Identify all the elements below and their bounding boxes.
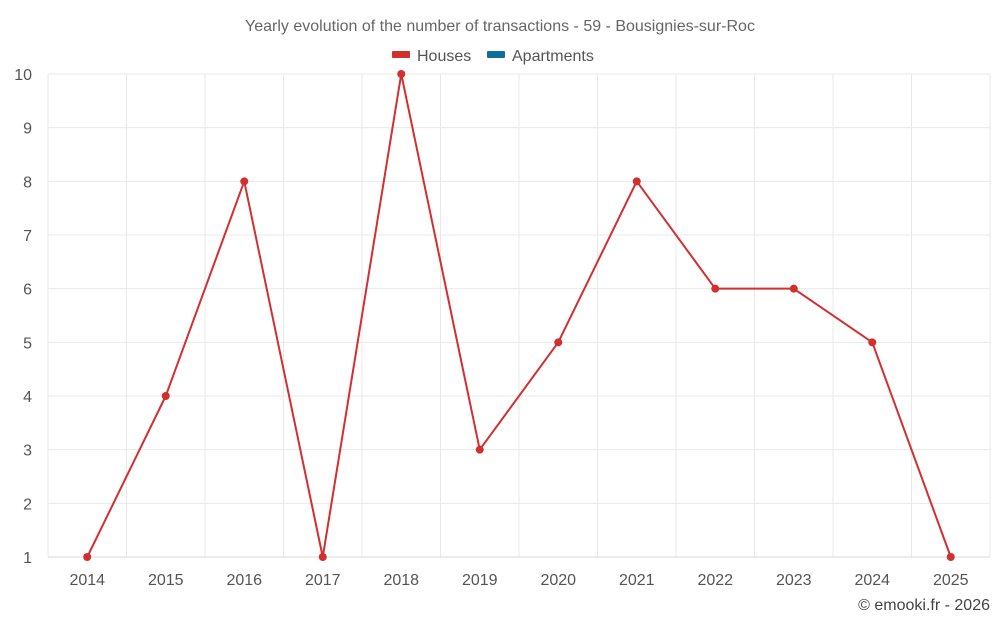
y-tick-label: 2: [23, 496, 32, 513]
y-tick-label: 6: [23, 282, 32, 299]
data-point-houses[interactable]: [161, 392, 170, 400]
data-point-houses[interactable]: [711, 284, 720, 293]
data-point-houses[interactable]: [554, 338, 563, 347]
x-tick-label: 2025: [933, 572, 969, 589]
x-tick-label: 2014: [69, 572, 105, 589]
y-tick-label: 3: [23, 443, 32, 460]
chart-title: Yearly evolution of the number of transa…: [245, 18, 755, 35]
legend-item-apartments[interactable]: Apartments: [487, 48, 594, 65]
legend: Houses Apartments: [392, 48, 594, 65]
y-tick-label: 10: [14, 67, 32, 84]
grid: [47, 73, 991, 558]
x-tick-label: 2024: [854, 572, 890, 589]
x-tick-label: 2016: [226, 572, 262, 589]
x-tick-label: 2017: [305, 572, 341, 589]
data-point-houses[interactable]: [83, 553, 92, 561]
legend-label-apartments: Apartments: [512, 48, 594, 65]
legend-swatch-apartments: [487, 51, 505, 58]
x-tick-label: 2022: [697, 572, 733, 589]
y-tick-label: 4: [23, 389, 32, 406]
legend-label-houses: Houses: [417, 48, 471, 65]
y-tick-label: 9: [23, 121, 32, 138]
y-tick-label: 7: [23, 228, 32, 245]
x-tick-label: 2019: [462, 572, 498, 589]
x-tick-label: 2018: [383, 572, 419, 589]
y-tick-label: 1: [23, 550, 32, 567]
credit-text: © emooki.fr - 2026: [858, 597, 990, 614]
data-point-houses[interactable]: [240, 177, 249, 186]
data-point-houses[interactable]: [475, 445, 484, 454]
y-tick-label: 8: [23, 174, 32, 191]
data-point-houses[interactable]: [318, 553, 327, 561]
axes: 1 2 3 4 5 6 7 8 9 10 2014 2015 2016 2017 2018 2019 2020 2…: [14, 67, 990, 589]
data-point-houses[interactable]: [946, 553, 955, 561]
series-layer: [83, 70, 955, 561]
x-tick-label: 2015: [148, 572, 184, 589]
legend-swatch-houses: [392, 51, 410, 58]
x-tick-label: 2023: [776, 572, 812, 589]
data-point-houses[interactable]: [632, 177, 641, 186]
x-tick-label: 2021: [619, 572, 655, 589]
data-point-houses[interactable]: [868, 338, 877, 347]
x-tick-label: 2020: [540, 572, 576, 589]
y-tick-label: 5: [23, 335, 32, 352]
series-line-houses: [86, 73, 952, 558]
data-point-houses[interactable]: [789, 284, 798, 293]
legend-item-houses[interactable]: Houses: [392, 48, 471, 65]
data-point-houses[interactable]: [397, 70, 406, 78]
